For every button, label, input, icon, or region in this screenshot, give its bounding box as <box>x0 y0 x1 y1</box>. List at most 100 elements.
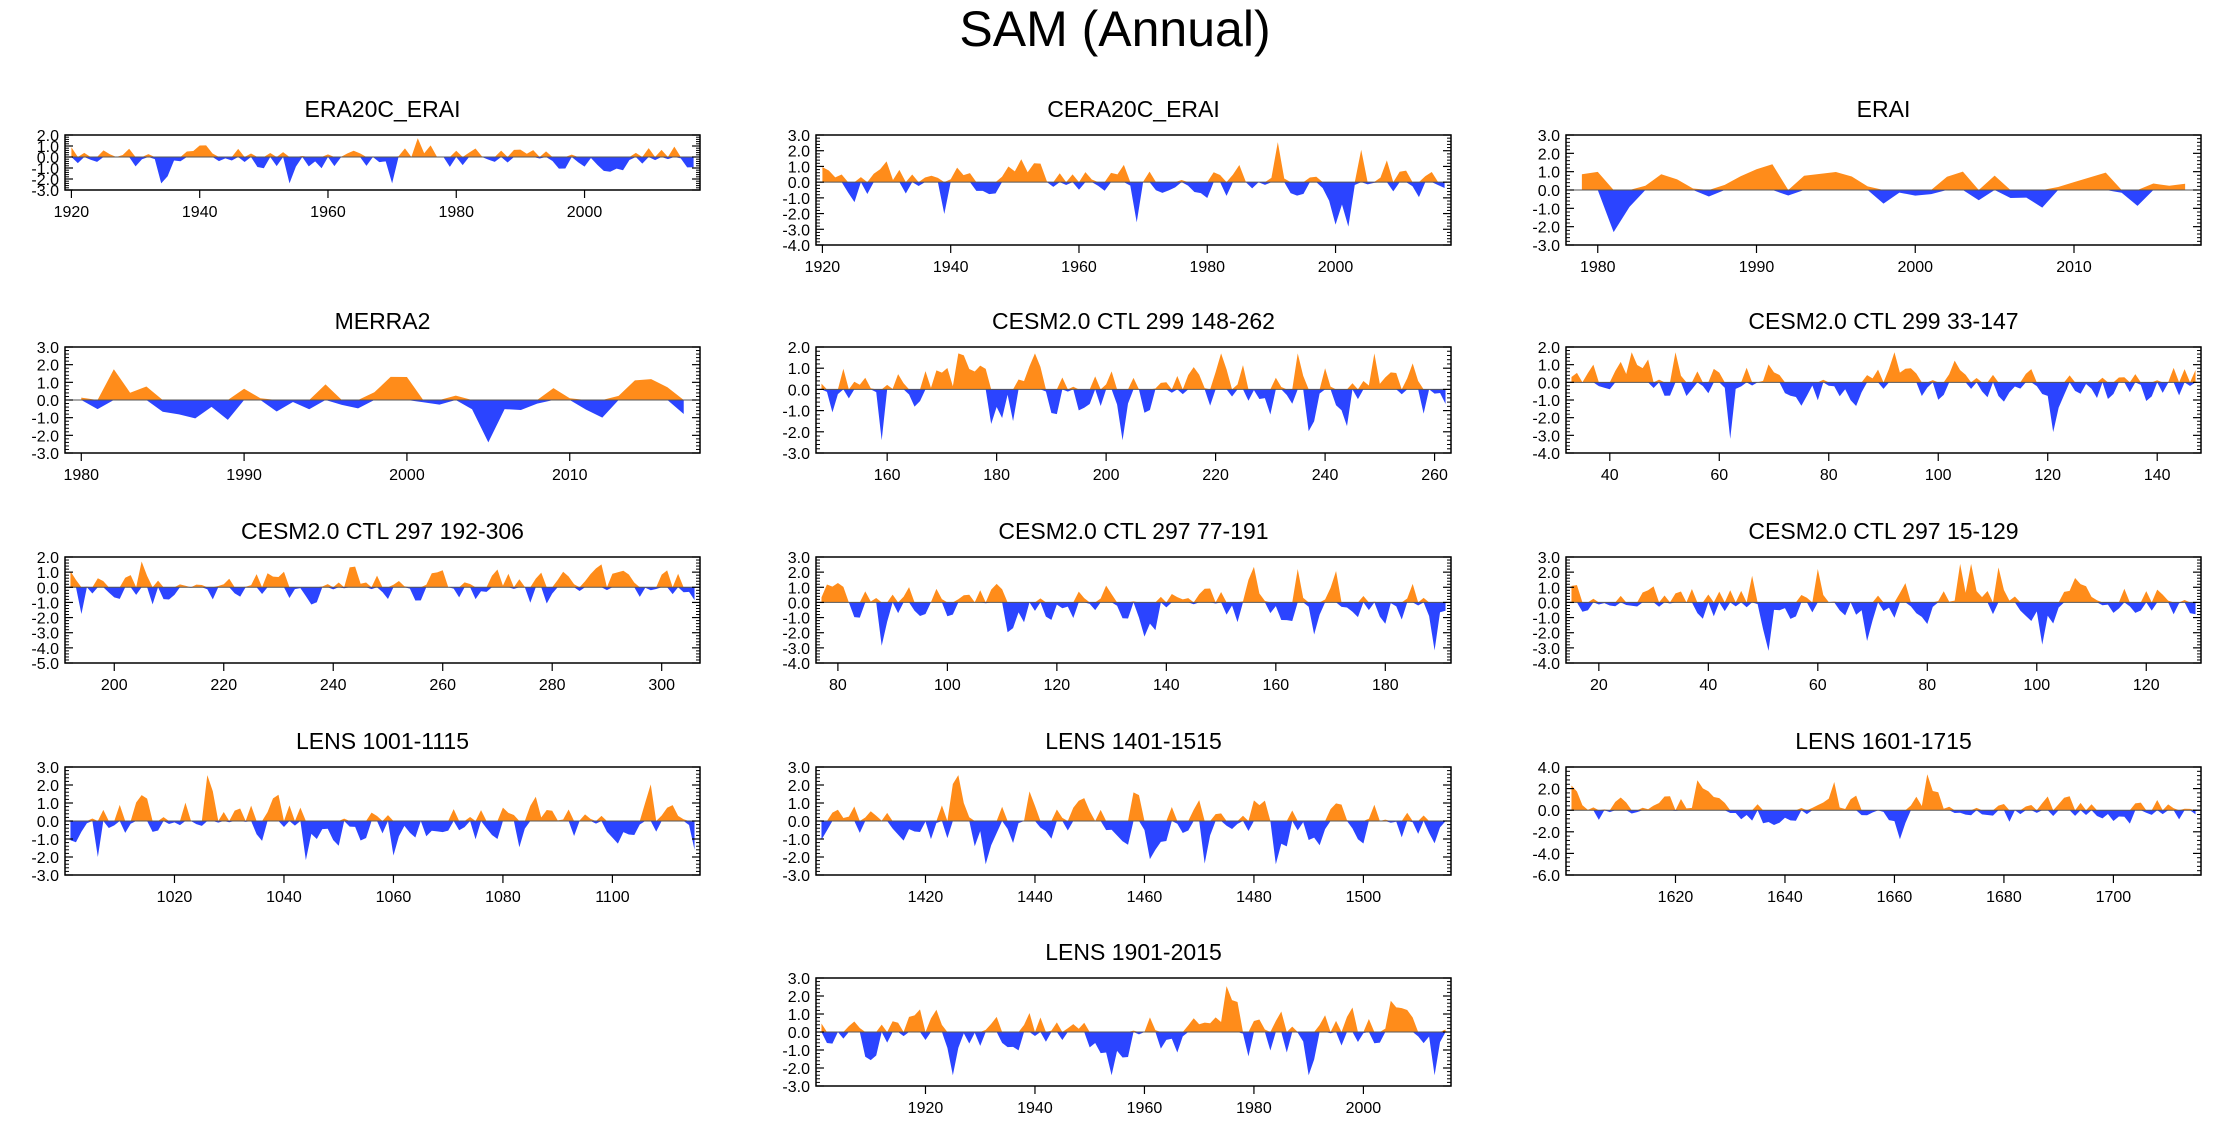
y-tick-label: -3.0 <box>1532 428 1560 445</box>
x-tick-label: 1980 <box>1580 259 1616 276</box>
x-tick-label: 1990 <box>226 467 262 484</box>
y-tick-label: -4.0 <box>1532 656 1560 673</box>
x-tick-label: 1060 <box>376 889 412 906</box>
panel-title: LENS 1601-1715 <box>1795 728 1971 754</box>
y-tick-label: -1.0 <box>782 832 810 849</box>
y-tick-label: -4.0 <box>31 641 59 658</box>
positive-area <box>1571 774 2196 811</box>
y-tick-label: 3.0 <box>788 971 810 988</box>
panel-8: CESM2.0 CTL 297 77-191 3.02.01.00.0-1.0-2… <box>782 518 1452 694</box>
y-tick-label: 3.0 <box>788 760 810 777</box>
positive-area <box>1571 352 2196 383</box>
negative-area <box>1571 602 2196 651</box>
y-tick-label: 1.0 <box>37 139 59 156</box>
x-tick-label: 2010 <box>552 467 588 484</box>
y-tick-label: 3.0 <box>37 760 59 777</box>
y-tick-label: 3.0 <box>1538 550 1560 567</box>
x-tick-label: 120 <box>2034 467 2061 484</box>
plot-frame <box>1565 766 2202 876</box>
panel-title: MERRA2 <box>335 308 431 334</box>
y-tick-label: 2.0 <box>788 144 810 161</box>
plot-frame <box>1565 346 2202 454</box>
panel-title: CESM2.0 CTL 297 15-129 <box>1748 518 2018 544</box>
y-tick-label: 1.0 <box>37 565 59 582</box>
x-tick-label: 140 <box>2144 467 2171 484</box>
panel-7: CESM2.0 CTL 297 192-306 2.01.00.0-1.0-2.0… <box>31 518 701 694</box>
y-tick-label: 2.0 <box>788 340 810 357</box>
x-tick-label: 1640 <box>1767 889 1803 906</box>
x-tick-label: 1920 <box>908 1100 944 1117</box>
panel-title: LENS 1001-1115 <box>296 728 469 754</box>
y-tick-label: 2.0 <box>37 128 59 145</box>
y-tick-label: -2.0 <box>31 428 59 445</box>
x-tick-label: 2000 <box>1346 1100 1382 1117</box>
x-tick-label: 1920 <box>54 204 90 221</box>
negative-area <box>1581 190 2186 233</box>
y-tick-label: -1.0 <box>31 161 59 178</box>
y-tick-label: -6.0 <box>1532 868 1560 885</box>
negative-area <box>821 1032 1446 1076</box>
positive-area <box>1581 164 2186 190</box>
panel-title: CESM2.0 CTL 299 33-147 <box>1748 308 2018 334</box>
negative-area <box>1571 810 2196 840</box>
y-tick-label: 0.0 <box>37 393 59 410</box>
panel-3: ERAI 3.02.0 1.00.0-1.0 -2.0-3.0 1980 1990 2000… <box>1532 96 2202 276</box>
y-tick-label: -4.0 <box>1532 846 1560 863</box>
y-tick-label: 0.0 <box>1538 803 1560 820</box>
x-tick-label: 40 <box>1699 677 1717 694</box>
positive-area <box>70 775 695 821</box>
y-tick-label: 0.0 <box>788 175 810 192</box>
x-tick-label: 1980 <box>1236 1100 1272 1117</box>
plot-frame <box>64 134 701 191</box>
negative-area <box>1571 382 2196 439</box>
negative-area <box>821 602 1446 651</box>
y-tick-label: 0.0 <box>788 382 810 399</box>
y-tick-label: -2.0 <box>1532 411 1560 428</box>
panel-12: LENS 1601-1715 4.0 2.0 0.0 -2.0 -4.0 -6.0 1620 1… <box>1532 728 2202 906</box>
y-tick-label: -3.0 <box>1532 641 1560 658</box>
y-tick-label: 2.0 <box>788 778 810 795</box>
x-tick-label: 160 <box>874 467 901 484</box>
x-tick-label: 120 <box>1044 677 1071 694</box>
y-tick-label: -3.0 <box>31 446 59 463</box>
y-tick-label: -1.0 <box>1532 393 1560 410</box>
x-tick-label: 100 <box>934 677 961 694</box>
x-tick-label: 1500 <box>1346 889 1382 906</box>
x-tick-label: 1960 <box>310 204 346 221</box>
y-tick-label: 2.0 <box>1538 565 1560 582</box>
y-tick-label: -4.0 <box>1532 446 1560 463</box>
y-tick-label: 2.0 <box>37 550 59 567</box>
plot-frame <box>815 134 1452 246</box>
y-tick-label: -1.0 <box>31 595 59 612</box>
y-tick-label: 1.0 <box>1538 165 1560 182</box>
x-tick-label: 2000 <box>1897 259 1933 276</box>
panel-title: LENS 1901-2015 <box>1045 939 1221 965</box>
x-tick-label: 220 <box>210 677 237 694</box>
negative-area <box>822 182 1445 227</box>
panel-title: CESM2.0 CTL 299 148-262 <box>992 308 1275 334</box>
panel-13: LENS 1901-2015 3.02.01.00.0-1.0-2.0-3.0 19… <box>782 939 1452 1117</box>
x-tick-label: 260 <box>429 677 456 694</box>
x-tick-label: 1100 <box>595 889 630 906</box>
x-tick-label: 180 <box>1372 677 1399 694</box>
y-tick-label: -3.0 <box>782 446 810 463</box>
x-tick-label: 280 <box>539 677 566 694</box>
x-tick-label: 1020 <box>157 889 193 906</box>
y-tick-label: 2.0 <box>1538 340 1560 357</box>
positive-area <box>821 986 1446 1032</box>
y-tick-label: -2.0 <box>782 207 810 224</box>
x-tick-label: 1620 <box>1658 889 1694 906</box>
panel-title: CESM2.0 CTL 297 192-306 <box>241 518 524 544</box>
x-tick-label: 60 <box>1809 677 1827 694</box>
y-tick-label: -3.0 <box>782 1079 810 1096</box>
negative-area <box>70 821 695 861</box>
x-tick-label: 80 <box>1820 467 1838 484</box>
positive-area <box>821 566 1446 603</box>
x-tick-label: 160 <box>1262 677 1289 694</box>
y-tick-label: -1.0 <box>31 411 59 428</box>
y-tick-label: -2.0 <box>31 850 59 867</box>
x-tick-label: 200 <box>101 677 128 694</box>
y-tick-label: -2.0 <box>31 611 59 628</box>
figure-title: SAM (Annual) <box>959 1 1271 57</box>
y-tick-label: -1.0 <box>1532 201 1560 218</box>
